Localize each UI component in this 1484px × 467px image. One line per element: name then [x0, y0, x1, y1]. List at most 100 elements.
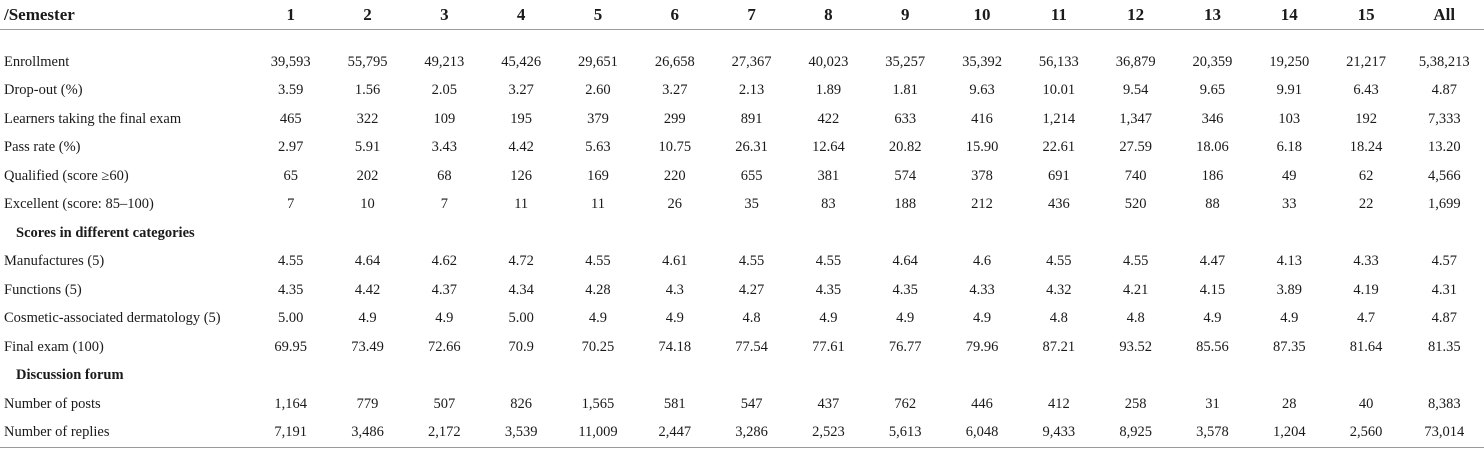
table-cell: 3.89 — [1276, 281, 1302, 298]
row-label: Enrollment — [4, 53, 70, 70]
table-cell: 437 — [817, 395, 840, 412]
table-cell: 4.42 — [508, 139, 534, 156]
section-header-label: Discussion forum — [16, 367, 124, 384]
table-cell: 22 — [1358, 196, 1374, 213]
table-cell: 5,38,213 — [1418, 53, 1470, 70]
table-cell: 73,014 — [1404, 418, 1484, 448]
table-cell: 691 — [1047, 167, 1070, 184]
table-cell: 322 — [356, 110, 379, 127]
table-cell: 69.95 — [274, 338, 308, 355]
table-cell: 40 — [1358, 395, 1374, 412]
table-cell: 4.9 — [972, 310, 992, 327]
table-cell: 26.31 — [735, 139, 768, 156]
table-cell: 1,699 — [1427, 196, 1461, 213]
table-cell: 65 — [283, 167, 298, 184]
table-cell: 422 — [817, 110, 840, 127]
table-cell: 77.54 — [735, 338, 768, 355]
table-cell: 416 — [971, 110, 993, 127]
table-cell: 258 — [1124, 395, 1147, 412]
table-cell: 103 — [1278, 110, 1301, 127]
table-cell: 4.9 — [1203, 310, 1222, 327]
table-cell: 5.91 — [354, 139, 381, 156]
table-cell: 5.00 — [508, 310, 534, 327]
table-cell: 20,359 — [1192, 53, 1233, 70]
header-row: /Semester 1 2 3 4 5 6 7 8 9 10 11 12 13 … — [0, 0, 1484, 30]
table-cell: 169 — [587, 167, 609, 184]
table-cell: 4.62 — [431, 253, 458, 270]
table-cell: 28 — [1282, 395, 1297, 412]
table-cell: 4.9 — [1280, 310, 1299, 327]
table-cell: 21,217 — [1346, 53, 1387, 70]
table-cell: 4.9 — [819, 310, 838, 327]
table-cell: 4.87 — [1431, 310, 1457, 327]
header-cell-3: 3 — [405, 0, 483, 30]
table-cell: 346 — [1201, 110, 1224, 127]
table-cell: 8,383 — [1427, 395, 1461, 412]
table-cell: 10 — [360, 196, 375, 213]
table-cell: 109 — [433, 110, 456, 127]
table-cell: 55,795 — [347, 53, 388, 70]
table-cell: 299 — [663, 110, 686, 127]
table-cell: 3.59 — [278, 82, 304, 99]
table-cell: 547 — [740, 395, 763, 412]
table-cell: 11,009 — [559, 418, 637, 448]
data-table: /Semester 1 2 3 4 5 6 7 8 9 10 11 12 13 … — [0, 0, 1484, 448]
table-cell: 4.33 — [1353, 253, 1379, 270]
row-label: Pass rate (%) — [4, 139, 81, 156]
table-cell: 188 — [894, 196, 917, 213]
header-cell-6: 6 — [636, 0, 714, 30]
section-header-row: Scores in different categories — [0, 219, 1484, 248]
table-row: Excellent (score: 85–100) 7 10 7 11 11 26 35 83 1… — [0, 191, 1484, 220]
table-cell: 4.9 — [896, 310, 915, 327]
table-cell: 29,651 — [578, 53, 618, 70]
table-cell: 3,486 — [329, 418, 406, 448]
header-cell-8: 8 — [790, 0, 867, 30]
table-cell: 62 — [1358, 167, 1374, 184]
table-cell: 4.64 — [892, 253, 918, 270]
table-cell: 81.35 — [1427, 338, 1461, 355]
table-cell: 4.35 — [278, 281, 304, 298]
table-cell: 779 — [356, 395, 379, 412]
row-label: Excellent (score: 85–100) — [4, 196, 154, 213]
table-cell: 73.49 — [351, 338, 384, 355]
table-cell: 77.61 — [812, 338, 845, 355]
table-row: Cosmetic-associated dermatology (5) 5.00 4… — [0, 305, 1484, 334]
table-cell: 436 — [1047, 196, 1070, 213]
table-cell: 2.05 — [431, 82, 458, 99]
table-cell: 1.81 — [892, 82, 918, 99]
table-cell: 192 — [1355, 110, 1377, 127]
table-cell: 4.31 — [1431, 281, 1457, 298]
table-cell: 2,447 — [636, 418, 714, 448]
table-cell: 655 — [740, 167, 763, 184]
row-label: Number of replies — [0, 418, 253, 448]
table-cell: 18.24 — [1349, 139, 1383, 156]
header-cell-10: 10 — [943, 0, 1021, 30]
table-cell: 186 — [1201, 167, 1224, 184]
table-cell: 9.63 — [969, 82, 995, 99]
table-cell: 83 — [821, 196, 836, 213]
table-cell: 4.19 — [1353, 281, 1379, 298]
table-cell: 7 — [287, 196, 295, 213]
table-row: Pass rate (%) 2.97 5.91 3.43 4.42 5.63 10.75 26… — [0, 134, 1484, 163]
table-row: Manufactures (5) 4.55 4.64 4.62 4.72 4.55 4.61… — [0, 248, 1484, 277]
table-cell: 40,023 — [808, 53, 849, 70]
table-cell: 49 — [1282, 167, 1297, 184]
table-cell: 36,879 — [1115, 53, 1156, 70]
table-cell: 35 — [744, 196, 759, 213]
table-cell: 11 — [514, 196, 529, 213]
table-cell: 35,392 — [962, 53, 1002, 70]
header-cell-11: 11 — [1020, 0, 1098, 30]
table-cell: 581 — [663, 395, 686, 412]
table-cell: 4.55 — [1122, 253, 1149, 270]
table-cell: 3,539 — [482, 418, 560, 448]
header-cell-semester: /Semester — [0, 0, 253, 30]
table-cell: 520 — [1124, 196, 1147, 213]
table-cell: 31 — [1205, 395, 1220, 412]
table-cell: 11 — [591, 196, 605, 213]
table-cell: 4.33 — [969, 281, 995, 298]
table-cell: 4.9 — [665, 310, 684, 327]
row-label: Functions (5) — [4, 281, 82, 298]
table-cell: 9.91 — [1276, 82, 1302, 99]
table-cell: 202 — [356, 167, 379, 184]
table-row: Number of posts 1,164 779 507 826 1,565 581 547… — [0, 390, 1484, 419]
